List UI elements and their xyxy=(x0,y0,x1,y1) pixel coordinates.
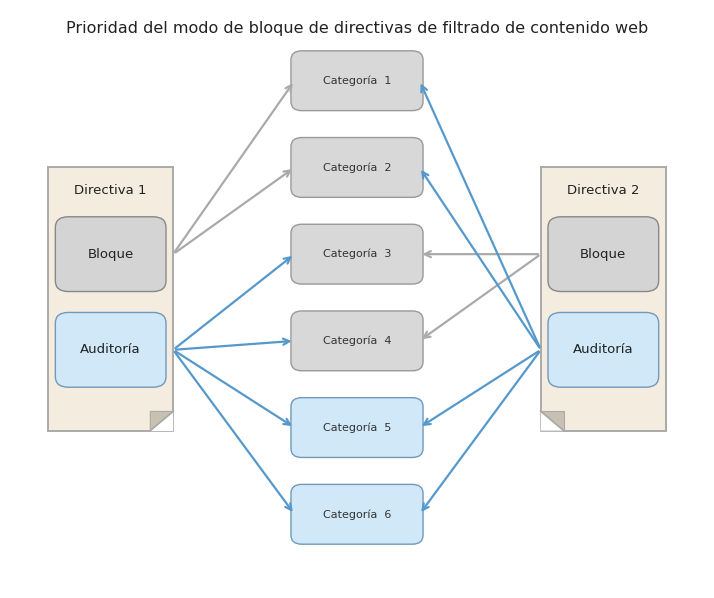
FancyBboxPatch shape xyxy=(541,167,665,431)
FancyBboxPatch shape xyxy=(291,51,423,111)
Text: Bloque: Bloque xyxy=(580,248,626,261)
Text: Auditoría: Auditoría xyxy=(573,343,633,356)
Text: Auditoría: Auditoría xyxy=(81,343,141,356)
FancyBboxPatch shape xyxy=(291,138,423,197)
FancyBboxPatch shape xyxy=(49,167,173,431)
Polygon shape xyxy=(541,411,564,431)
FancyBboxPatch shape xyxy=(56,217,166,292)
FancyBboxPatch shape xyxy=(548,312,658,388)
Polygon shape xyxy=(541,411,564,431)
Text: Categoría  4: Categoría 4 xyxy=(323,335,391,346)
Text: Directiva 2: Directiva 2 xyxy=(567,184,640,197)
Text: Directiva 1: Directiva 1 xyxy=(74,184,147,197)
FancyBboxPatch shape xyxy=(291,311,423,371)
FancyBboxPatch shape xyxy=(291,398,423,457)
Text: Categoría  1: Categoría 1 xyxy=(323,75,391,86)
FancyBboxPatch shape xyxy=(291,224,423,284)
Polygon shape xyxy=(150,411,173,431)
Text: Categoría  3: Categoría 3 xyxy=(323,249,391,260)
Text: Categoría  2: Categoría 2 xyxy=(323,162,391,173)
FancyBboxPatch shape xyxy=(548,217,658,292)
Text: Categoría  6: Categoría 6 xyxy=(323,509,391,520)
FancyBboxPatch shape xyxy=(291,484,423,544)
Polygon shape xyxy=(150,411,173,431)
Text: Bloque: Bloque xyxy=(88,248,134,261)
Text: Prioridad del modo de bloque de directivas de filtrado de contenido web: Prioridad del modo de bloque de directiv… xyxy=(66,21,648,36)
Text: Categoría  5: Categoría 5 xyxy=(323,422,391,433)
FancyBboxPatch shape xyxy=(56,312,166,388)
